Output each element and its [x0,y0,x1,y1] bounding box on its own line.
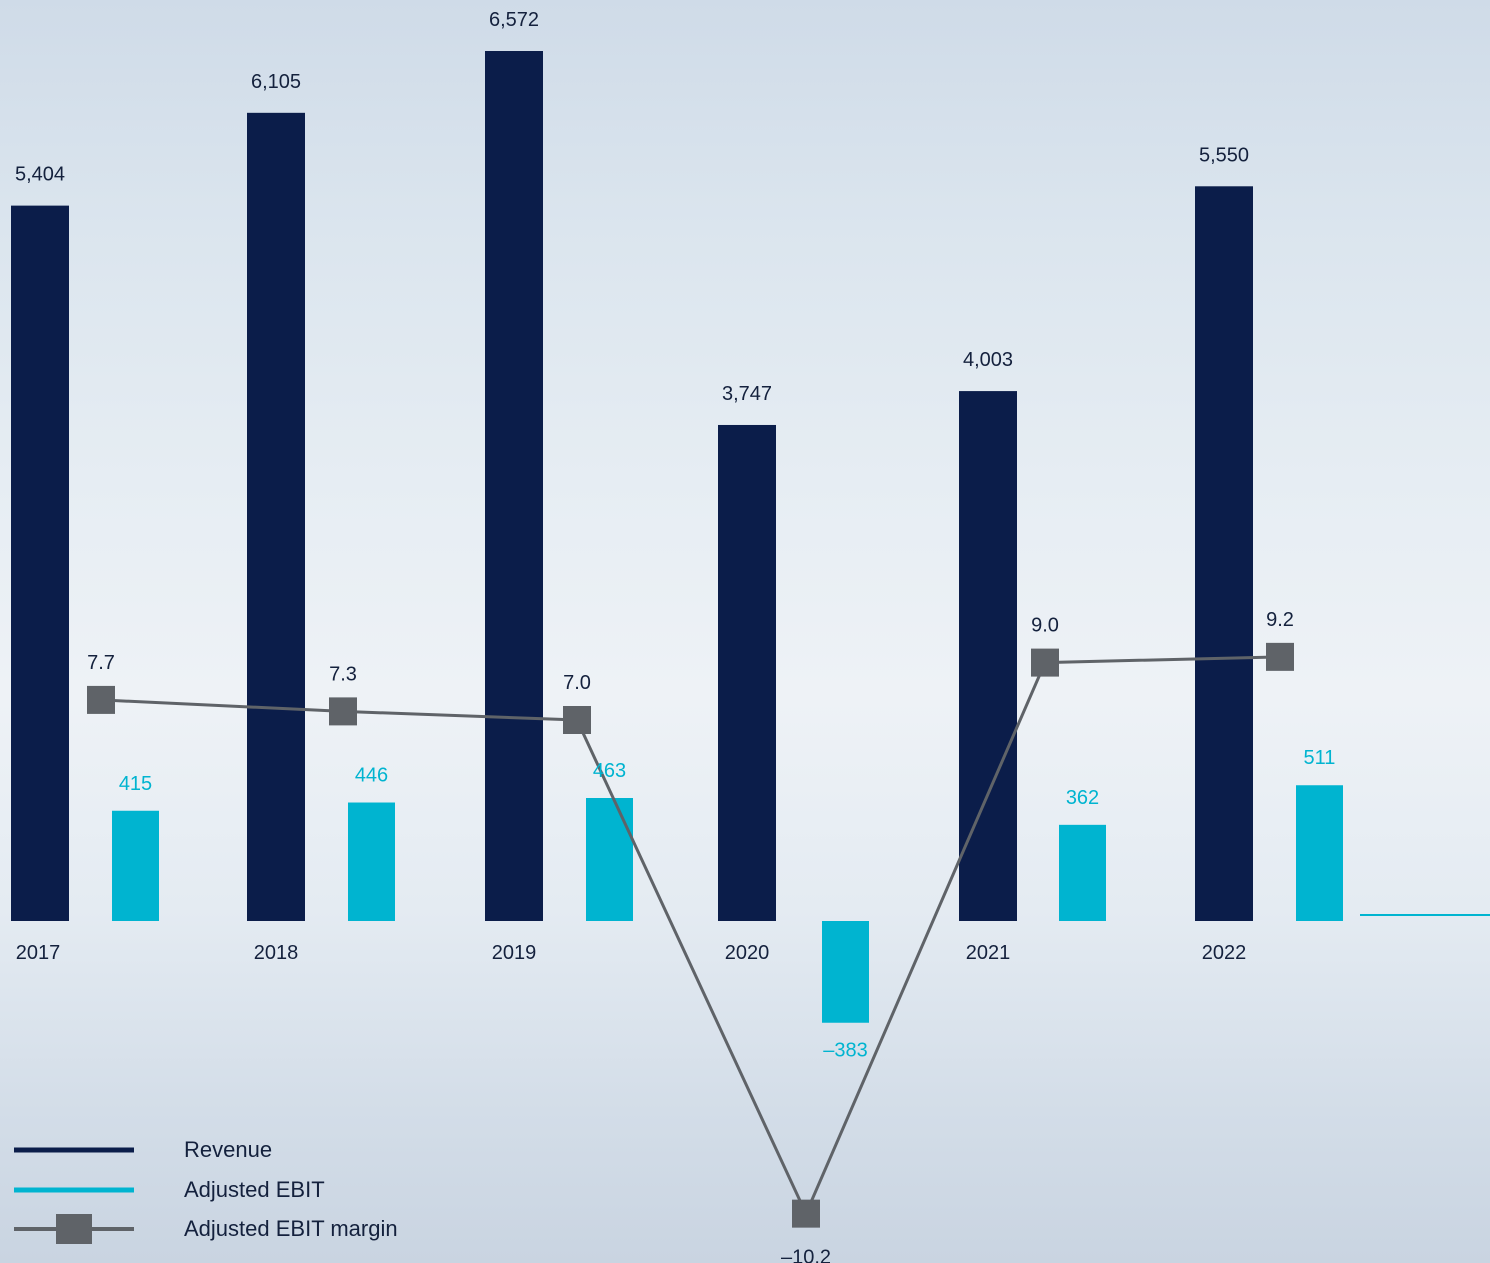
revenue-label-2021: 4,003 [963,349,1013,371]
ebit-bar-2017 [112,810,159,921]
legend-label: Adjusted EBIT margin [184,1216,398,1241]
revenue-label-2017: 5,404 [15,164,65,186]
x-tick-2017: 2017 [16,942,61,964]
revenue-bar-2022 [1195,186,1253,922]
legend-item-revenue: Revenue [14,1137,272,1162]
ebit-bar-2022 [1296,785,1343,921]
revenue-bar-2017 [11,205,69,921]
ebit-label-2019: 463 [593,760,626,782]
revenue-label-2022: 5,550 [1199,144,1249,166]
x-tick-2019: 2019 [492,942,537,964]
x-tick-2021: 2021 [966,942,1011,964]
revenue-label-2018: 6,105 [251,71,301,93]
margin-marker-2018 [329,697,357,726]
ebit-label-2022: 511 [1304,747,1336,769]
revenue-bar-2019 [485,51,543,921]
legend: Revenue Adjusted EBIT Adjusted EBIT margin [14,1137,398,1244]
margin-label-2021: 9.0 [1031,615,1059,637]
margin-label-2019: 7.0 [563,672,591,694]
margin-marker-2022 [1266,642,1294,671]
ebit-label-2017: 415 [119,773,152,795]
x-tick-2022: 2022 [1202,942,1247,964]
ebit-label-2018: 446 [355,765,388,787]
ebit-bar-2018 [348,802,395,921]
legend-item-adjusted-ebit-margin: Adjusted EBIT margin [14,1214,398,1244]
revenue-bar-2021 [959,391,1017,921]
x-tick-2018: 2018 [254,942,299,964]
margin-label-2017: 7.7 [87,652,115,674]
margin-marker-2020 [792,1199,820,1228]
ebit-bar-2021 [1059,824,1106,921]
margin-marker-2017 [87,685,115,714]
x-tick-2020: 2020 [725,942,770,964]
margin-label-2018: 7.3 [329,663,357,685]
ebit-label-2021: 362 [1066,787,1099,809]
margin-marker-2019 [563,706,591,734]
revenue-label-2020: 3,747 [722,383,772,405]
margin-marker-2021 [1031,648,1059,677]
ebit-bar-2019 [586,798,633,921]
margin-label-2020: –10.2 [781,1247,831,1263]
margin-line [100,655,1281,1218]
revenue-bar-2020 [718,424,776,921]
margin-label-2022: 9.2 [1266,609,1294,631]
revenue-bar-2018 [247,112,305,922]
legend-item-adjusted-ebit: Adjusted EBIT [14,1177,325,1202]
legend-label: Adjusted EBIT [184,1177,325,1202]
legend-label: Revenue [184,1137,272,1162]
ebit-bar-2020 [822,921,869,1023]
legend-swatch-marker [56,1214,92,1244]
ebit-label-2020: –383 [823,1040,868,1062]
revenue-label-2019: 6,572 [489,9,539,31]
